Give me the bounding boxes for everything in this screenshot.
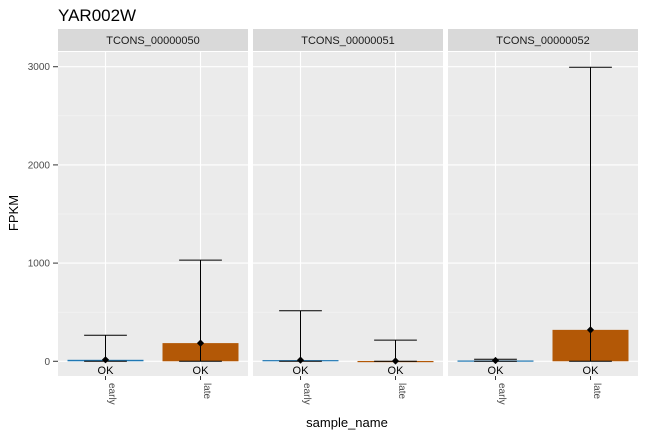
mean-point (491, 356, 500, 365)
x-tick-label: late (591, 383, 602, 400)
strip-label: TCONS_00000052 (496, 35, 590, 47)
strip-background (253, 29, 443, 51)
y-tick-label: 3000 (28, 62, 51, 73)
x-tick-label: late (201, 383, 212, 400)
status-label: OK (583, 365, 600, 377)
mean-point (296, 356, 305, 364)
facet-panel: TCONS_00000051 OK OK early late (253, 29, 443, 405)
mean-point (586, 326, 595, 334)
strip-background (58, 29, 248, 51)
mean-point (391, 357, 400, 365)
mean-point (196, 339, 205, 347)
x-axis-title: sample_name (306, 415, 388, 430)
facet-panel: TCONS_00000052 OK OK early late (448, 29, 638, 405)
strip-label: TCONS_00000051 (301, 35, 395, 47)
status-label: OK (293, 365, 310, 377)
status-label: OK (388, 365, 405, 377)
strip-background (448, 29, 638, 51)
y-tick-label: 2000 (28, 160, 51, 171)
x-tick-label: early (301, 383, 312, 405)
y-axis: 0 1000 2000 3000 (28, 62, 58, 368)
mean-point (101, 356, 110, 364)
status-label: OK (193, 365, 210, 377)
status-label: OK (488, 365, 505, 377)
y-tick-label: 1000 (28, 259, 51, 270)
strip-label: TCONS_00000050 (106, 35, 200, 47)
x-tick-label: early (106, 383, 117, 405)
y-axis-title: FPKM (6, 195, 21, 231)
x-tick-label: late (396, 383, 407, 400)
y-tick-label: 0 (44, 357, 50, 368)
facet-panel: TCONS_00000050 OK OK early late (58, 29, 248, 405)
chart-title: YAR002W (58, 6, 136, 25)
status-label: OK (98, 365, 115, 377)
x-tick-label: early (496, 383, 507, 405)
